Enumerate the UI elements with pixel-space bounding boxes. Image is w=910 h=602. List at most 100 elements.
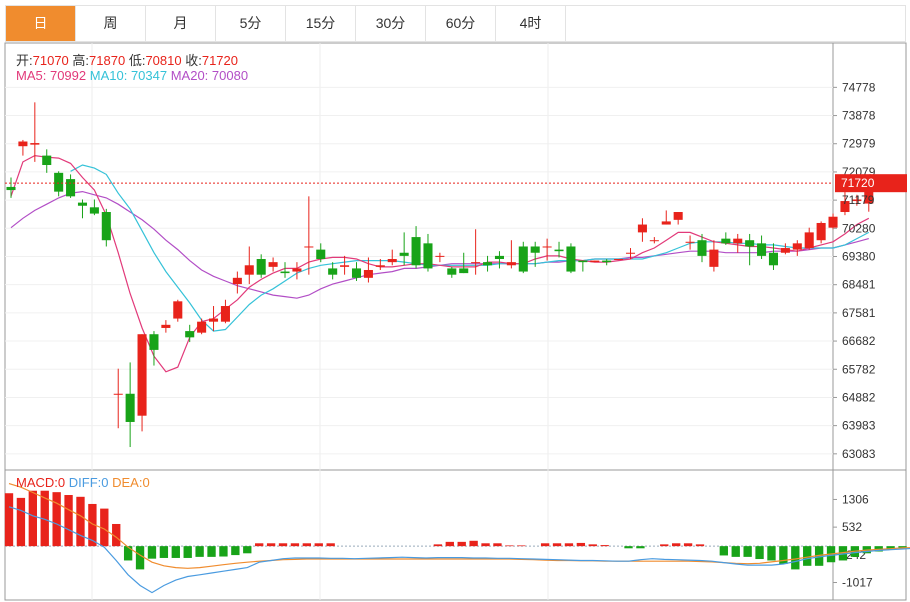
diff-line: [8, 506, 910, 594]
candle-body: [256, 259, 266, 275]
tab-month[interactable]: 月: [146, 6, 216, 41]
candle-body: [447, 268, 457, 275]
candle-body: [757, 243, 767, 256]
candle: [661, 210, 671, 225]
candle-body: [506, 262, 516, 266]
candle-body: [6, 186, 16, 191]
low-value: 70810: [145, 53, 182, 68]
macd-bar: [779, 546, 788, 565]
candle: [792, 240, 802, 256]
last-price-tag: [835, 174, 907, 193]
candle: [780, 243, 790, 255]
macd-bar: [52, 492, 61, 547]
candle-body: [18, 141, 28, 147]
ma5-value: 70992: [49, 68, 87, 83]
candle-body: [375, 265, 385, 267]
candle: [411, 226, 421, 269]
high-label: 高:: [72, 53, 90, 68]
macd-bar: [671, 543, 681, 547]
macd-bar: [195, 546, 204, 557]
tab-4h[interactable]: 4时: [496, 6, 566, 41]
candle-body: [602, 260, 612, 263]
close-label: 收:: [185, 53, 202, 68]
candle: [637, 218, 647, 242]
macd-bar: [231, 546, 240, 556]
macd-bar: [731, 546, 740, 557]
tab-week[interactable]: 周: [76, 6, 146, 41]
candle: [471, 229, 481, 275]
macd-bar: [266, 543, 276, 547]
candle: [316, 243, 326, 263]
macd-bar: [207, 546, 216, 557]
tab-day[interactable]: 日: [6, 6, 76, 41]
ohlc-readout: 开:71070 高:71870 低:70810 收:71720: [16, 50, 238, 69]
candle: [745, 233, 755, 266]
candle: [244, 246, 254, 285]
candle: [506, 240, 516, 269]
candle: [649, 237, 659, 244]
macd-bar: [88, 503, 97, 547]
candle-body: [435, 255, 445, 257]
candle: [101, 208, 111, 247]
candle-body: [566, 246, 576, 272]
candle-body: [733, 238, 743, 244]
candle: [542, 238, 552, 261]
candle-body: [197, 321, 207, 333]
ma-readout: MA5: 70992 MA10: 70347 MA20: 70080: [16, 68, 248, 83]
candle: [137, 334, 147, 432]
high-value: 71870: [89, 53, 126, 68]
candle-body: [137, 334, 147, 416]
candle-body: [173, 301, 183, 319]
candle: [89, 199, 99, 216]
tab-60min[interactable]: 60分: [426, 6, 496, 41]
candle: [268, 257, 278, 272]
close-value: 71720: [201, 53, 238, 68]
tab-5min[interactable]: 5分: [216, 6, 286, 41]
tab-30min[interactable]: 30分: [356, 6, 426, 41]
candle-body: [232, 277, 242, 285]
candle: [625, 248, 636, 260]
candle-body: [328, 268, 338, 275]
candle: [149, 331, 159, 366]
candle-body: [828, 216, 838, 228]
macd-bar: [588, 544, 597, 547]
candle: [566, 243, 576, 274]
candle-body: [113, 393, 123, 395]
candle: [6, 177, 16, 198]
price-tick-label: 74778: [842, 80, 876, 94]
ma20-value: 70080: [211, 68, 249, 83]
open-value: 71070: [32, 53, 69, 68]
candle: [852, 194, 862, 206]
low-label: 低:: [128, 53, 146, 68]
macd-bar: [660, 544, 669, 547]
macd-bar: [445, 541, 454, 547]
candle-body: [637, 224, 647, 233]
candle-body: [792, 243, 802, 250]
macd-bar: [755, 546, 764, 560]
candle: [197, 318, 207, 335]
macd-readout: MACD:0 DIFF:0 DEA:0: [16, 475, 150, 490]
macd-tick-label: -1017: [842, 576, 873, 590]
macd-bar: [147, 546, 157, 559]
tab-15min[interactable]: 15分: [286, 6, 356, 41]
candle-body: [685, 241, 695, 243]
chart-frame: [4, 42, 907, 601]
candle: [375, 259, 385, 270]
macd-bar: [517, 545, 526, 547]
macd-label: MACD:: [16, 475, 58, 490]
macd-bar: [505, 545, 514, 547]
candle-body: [125, 393, 135, 422]
candle-body: [614, 259, 624, 261]
candle-body: [459, 268, 469, 274]
candle-body: [399, 252, 409, 256]
macd-bar: [540, 543, 550, 547]
candle: [614, 259, 624, 261]
candle-body: [554, 249, 564, 252]
macd-bar: [600, 545, 609, 547]
candle: [351, 262, 362, 281]
candle-body: [280, 271, 290, 274]
candle: [328, 262, 338, 280]
candle: [340, 255, 350, 275]
candle-body: [30, 143, 40, 145]
